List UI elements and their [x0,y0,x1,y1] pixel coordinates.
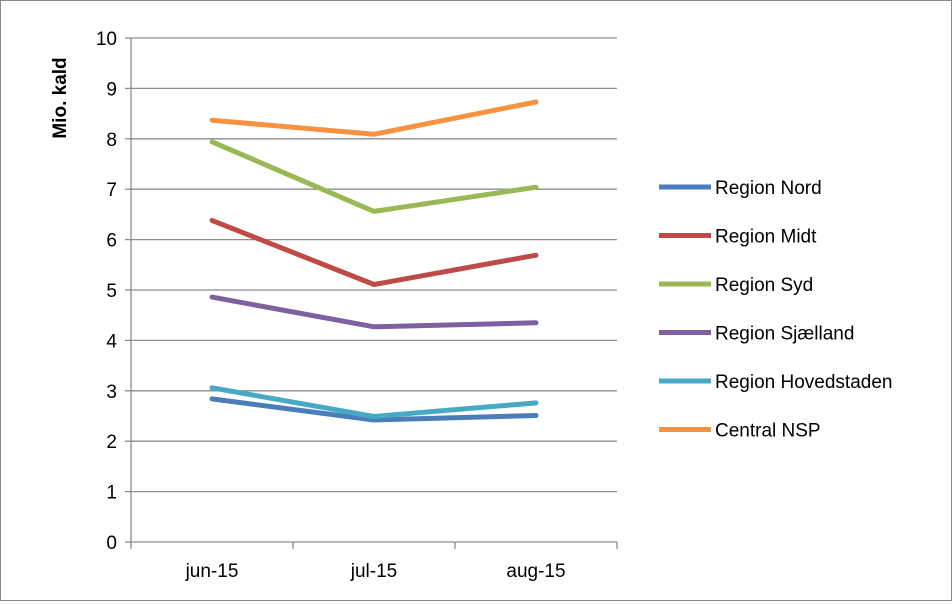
y-tick-label: 0 [106,533,117,554]
series-line-region-syd [209,139,539,214]
legend-label-central-nsp: Central NSP [715,421,821,442]
y-tick-label: 5 [106,281,117,302]
y-tick-label: 9 [106,79,117,100]
y-tick-labels: 0 1 2 3 4 5 6 7 8 9 10 [96,29,118,554]
series-line-region-hovedstaden [209,385,539,419]
legend: Region Nord Region Midt Region Syd Region S… [659,178,892,442]
legend-label-region-sj-lland: Region Sjælland [715,324,854,345]
legend-label-region-hovedstaden: Region Hovedstaden [715,372,892,393]
y-tick-label: 8 [106,130,117,151]
legend-label-region-syd: Region Syd [715,275,813,296]
series-line-central-nsp [209,99,539,137]
series-line-region-midt [209,217,539,287]
x-tick-label: jul-15 [350,561,397,582]
y-tick-label: 1 [106,483,117,504]
y-tick-label: 6 [106,231,117,252]
x-tick-labels: jun-15 jul-15 aug-15 [185,561,566,582]
y-tick-label: 7 [106,180,117,201]
y-tick-label: 2 [106,432,117,453]
y-axis-title: Mio. kald [50,57,71,138]
y-tick-label: 10 [96,29,117,50]
series-lines [209,99,539,423]
y-tick-label: 4 [106,331,117,352]
gridlines [131,37,617,493]
series-line-region-sj-lland [209,294,539,330]
series-line-region-nord [209,396,539,423]
legend-label-region-midt: Region Midt [715,227,817,248]
axes [125,37,618,549]
legend-label-region-nord: Region Nord [715,178,822,199]
x-tick-label: jun-15 [185,561,239,582]
y-tick-label: 3 [106,382,117,403]
x-tick-label: aug-15 [506,561,565,582]
